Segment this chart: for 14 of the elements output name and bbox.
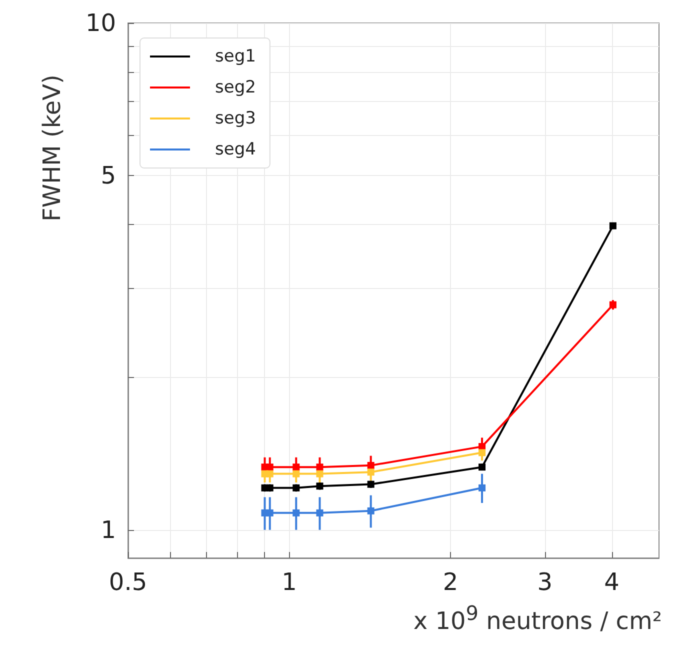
legend-label: seg2: [215, 78, 256, 98]
x-tick-label: 2: [442, 568, 458, 596]
x-tick-label: 3: [537, 568, 552, 596]
x-axis-title: x 10$^{9}$ neutrons / cm²: [413, 600, 662, 636]
x-tick-label: 4: [604, 568, 620, 596]
y-axis-title: FWHM (keV): [37, 74, 67, 222]
legend-label: seg1: [215, 46, 256, 66]
y-tick-label: 5: [100, 162, 116, 190]
x-tick-label: 1: [282, 568, 297, 596]
legend-label: seg3: [215, 108, 256, 128]
y-tick-label: 1: [100, 516, 116, 544]
x-tick-label: 0.5: [108, 568, 148, 596]
legend-label: seg4: [215, 140, 256, 160]
y-tick-label: 10: [85, 9, 116, 37]
